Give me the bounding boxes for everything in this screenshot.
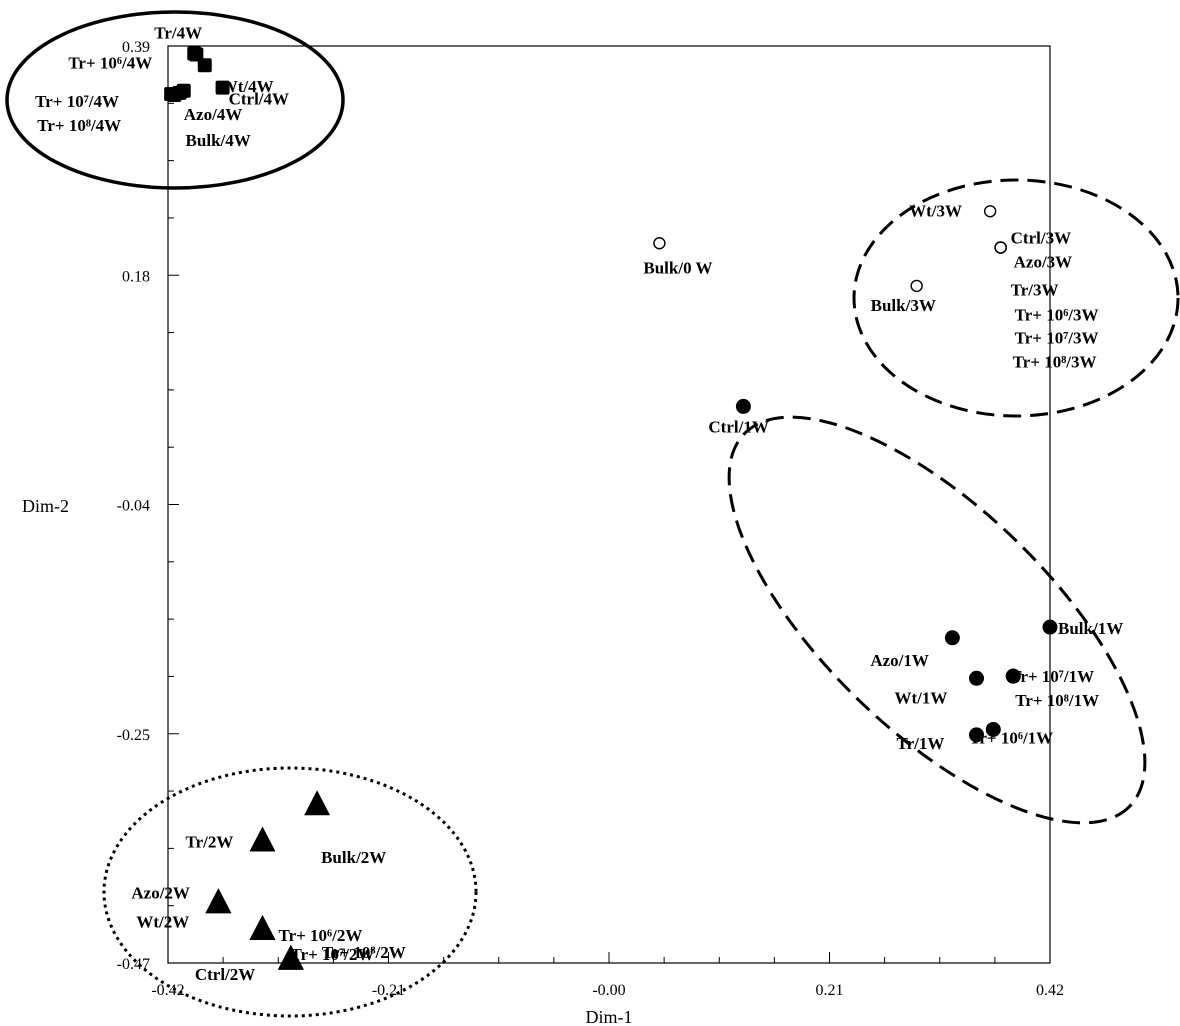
cluster-2w-outline — [102, 766, 478, 1018]
data-points — [164, 46, 1058, 970]
label-Tr+ 10⁶/2W: Tr+ 10⁶/2W — [279, 926, 363, 945]
label-Tr/3W: Tr/3W — [1011, 281, 1059, 300]
label-Bulk/3W: Bulk/3W — [871, 296, 936, 315]
point-Bulk/0 W — [653, 237, 666, 250]
label-Tr+ 10⁷/1W: Tr+ 10⁷/1W — [1010, 667, 1094, 686]
label-Tr+ 10⁷/2W: Tr+ 10⁷/2W — [291, 945, 375, 964]
point-Tr/1W — [969, 727, 984, 743]
label-Wt/1W: Wt/1W — [895, 688, 948, 707]
point-Wt/3W — [983, 205, 997, 218]
x-tick-label: -0.21 — [372, 982, 405, 999]
point-Tr+ 10⁷/2W — [249, 914, 276, 940]
point-Wt/4W — [197, 58, 212, 73]
point-Bulk/2W — [304, 790, 331, 816]
label-Tr+ 10⁸/4W: Tr+ 10⁸/4W — [37, 116, 121, 135]
label-Wt/2W: Wt/2W — [136, 912, 189, 931]
label-Wt/4W: Wt/4W — [221, 77, 274, 96]
cluster-outlines — [5, 10, 1180, 1018]
label-Bulk/1W: Bulk/1W — [1058, 619, 1123, 638]
label-Ctrl/4W: Ctrl/4W — [229, 90, 289, 109]
y-tick-label: -0.25 — [117, 727, 150, 744]
label-Tr+ 10⁸/2W: Tr+ 10⁸/2W — [322, 943, 406, 962]
point-Ctrl/1W — [735, 398, 751, 414]
point-Tr+ 10⁸/1W — [1005, 668, 1021, 684]
cluster-4w-outline — [5, 10, 345, 190]
point-Tr+ 10⁶/1W — [985, 721, 1001, 737]
point-Azo/1W — [944, 630, 960, 646]
point-Tr/2W — [249, 826, 276, 852]
label-Tr/1W: Tr/1W — [897, 734, 945, 753]
label-Tr+ 10⁶/1W: Tr+ 10⁶/1W — [969, 728, 1053, 747]
label-Wt/3W: Wt/3W — [909, 201, 962, 220]
label-Tr+ 10⁷/3W: Tr+ 10⁷/3W — [1015, 329, 1099, 348]
cluster-3w-outline — [852, 178, 1180, 418]
label-Ctrl/3W: Ctrl/3W — [1011, 229, 1071, 248]
point-Tr+ 10⁶/4W — [189, 47, 204, 62]
label-Tr+ 10⁸/3W: Tr+ 10⁸/3W — [1013, 353, 1097, 372]
label-Tr+ 10⁶/3W: Tr+ 10⁶/3W — [1015, 306, 1099, 325]
label-Bulk/4W: Bulk/4W — [186, 131, 251, 150]
label-Tr/4W: Tr/4W — [154, 23, 202, 42]
label-Ctrl/1W: Ctrl/1W — [708, 417, 768, 436]
label-Azo/4W: Azo/4W — [184, 105, 243, 124]
x-tick-label: -0.00 — [592, 982, 625, 999]
axes: -0.42 -0.21 -0.00 0.21 0.42 0.39 0.18 -0.04 -0.2… — [117, 39, 1064, 999]
point-Wt/2W — [205, 888, 232, 914]
plot-frame — [167, 45, 1051, 964]
x-tick-label: 0.42 — [1036, 982, 1064, 999]
y-tick-label: -0.04 — [117, 498, 150, 515]
point-Tr+ 10⁸/3W — [994, 241, 1007, 254]
label-Azo/1W: Azo/1W — [870, 651, 929, 670]
x-tick-label: 0.21 — [816, 982, 844, 999]
y-tick-label: 0.39 — [122, 39, 150, 56]
cluster-1w-outline — [727, 415, 1147, 825]
point-Ctrl/4W — [215, 80, 230, 95]
label-Ctrl/2W: Ctrl/2W — [195, 965, 255, 984]
y-axis-title: Dim-2 — [22, 496, 69, 516]
y-tick-label: 0.18 — [122, 268, 150, 285]
label-Bulk/2W: Bulk/2W — [321, 848, 386, 867]
x-tick-label: -0.42 — [151, 982, 184, 999]
point-Ctrl/2W — [277, 944, 304, 970]
label-Azo/2W: Azo/2W — [131, 883, 190, 902]
label-Azo/3W: Azo/3W — [1014, 253, 1073, 272]
label-Bulk/0 W: Bulk/0 W — [643, 258, 712, 277]
label-Tr+ 10⁷/4W: Tr+ 10⁷/4W — [35, 92, 119, 111]
y-tick-label: -0.47 — [117, 956, 150, 973]
point-Wt/1W — [969, 670, 984, 686]
label-Tr+ 10⁶/4W: Tr+ 10⁶/4W — [68, 54, 152, 73]
x-axis-title: Dim-1 — [586, 1007, 633, 1026]
point-Bulk/1W — [1042, 619, 1058, 635]
label-Tr+ 10⁸/1W: Tr+ 10⁸/1W — [1015, 691, 1099, 710]
label-Tr/2W: Tr/2W — [186, 832, 234, 851]
point-Bulk/4W — [172, 85, 187, 100]
point-Bulk/3W — [910, 279, 923, 293]
